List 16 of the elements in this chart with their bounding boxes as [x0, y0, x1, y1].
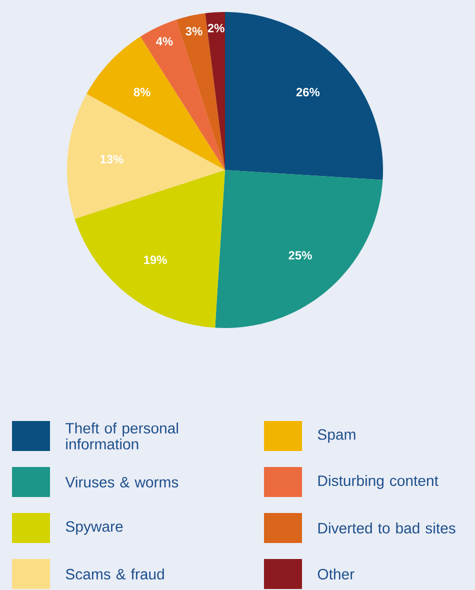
data-label: 19%	[144, 256, 167, 264]
legend-label: Spyware	[66, 521, 123, 535]
data-label: 26%	[296, 88, 320, 96]
legend-label: Viruses & worms	[65, 476, 178, 488]
data-label: 8%	[134, 88, 150, 96]
legend-label: Scams & fraud	[66, 568, 164, 580]
data-label: 25%	[288, 251, 312, 260]
legend-label: Disturbing content	[318, 475, 438, 489]
legend-label: Theft of personal information	[66, 422, 178, 450]
legend-label: Diverted to bad sites	[318, 522, 456, 534]
legend-label: Other	[318, 568, 354, 580]
data-label: 3%	[186, 26, 202, 36]
data-label: 13%	[100, 155, 124, 164]
legend-label: Spam	[318, 429, 356, 443]
data-label: 4%	[156, 37, 173, 46]
data-label: 2%	[208, 24, 224, 32]
